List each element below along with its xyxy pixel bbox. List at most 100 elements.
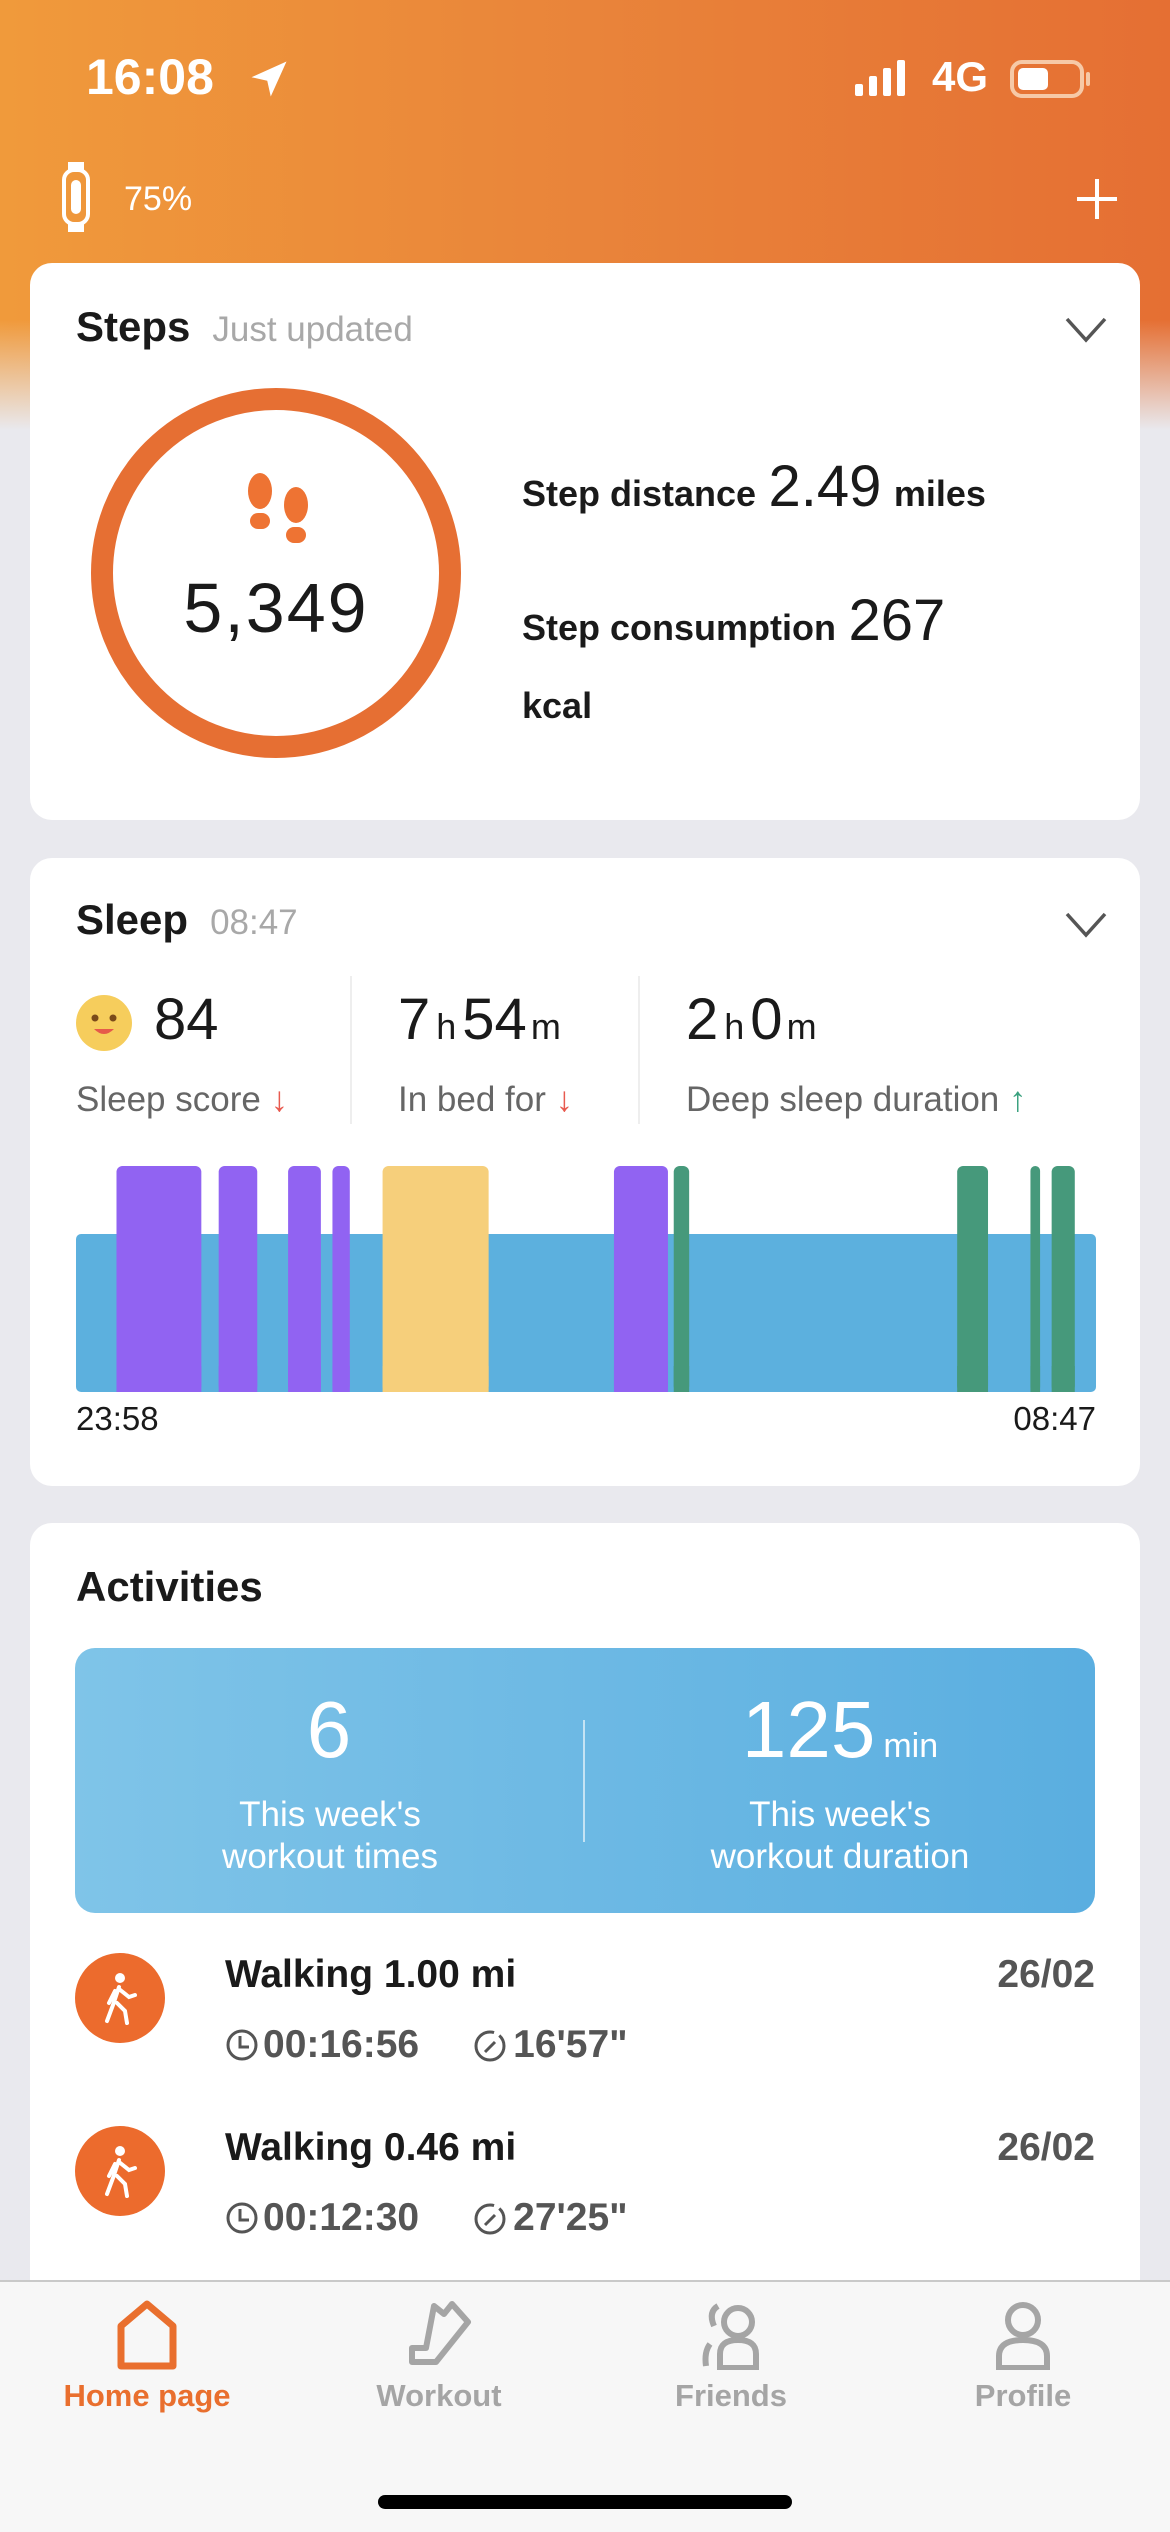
sleep-segment-base (288, 1366, 321, 1392)
sleep-segment (382, 1166, 489, 1392)
workout-duration-unit: min (883, 1727, 939, 1765)
activity-duration: 00:12:30 (263, 2196, 420, 2239)
add-button[interactable] (1075, 177, 1119, 221)
steps-card[interactable]: Steps Just updated 5,349 Step distance 2.… (30, 263, 1140, 820)
sleep-start-time: 23:58 (76, 1400, 159, 1437)
sleep-segment (673, 1166, 690, 1392)
distance-label: Step distance (522, 473, 757, 514)
sleep-segment-base (1030, 1366, 1041, 1392)
sleep-segment (332, 1166, 350, 1392)
divider (583, 1720, 585, 1842)
sleep-segment-base (116, 1366, 202, 1392)
nav-home[interactable]: Home page (27, 2300, 267, 2414)
activity-title: Walking 1.00 mi (225, 1953, 517, 1996)
footprints-icon (248, 473, 308, 543)
workout-times-label: This week's workout times (222, 1795, 438, 1876)
sleep-subtitle: 08:47 (210, 903, 298, 942)
nav-label: Friends (675, 2378, 787, 2413)
friends-icon (702, 2303, 759, 2371)
sleep-segment (1030, 1166, 1041, 1392)
chevron-down-icon[interactable] (1064, 910, 1108, 940)
sleep-segment (613, 1166, 668, 1392)
steps-subtitle: Just updated (212, 310, 413, 349)
nav-label: Workout (376, 2378, 502, 2413)
sleep-segment-base (218, 1366, 258, 1392)
activities-title: Activities (76, 1563, 263, 1610)
consumption-unit: kcal (522, 685, 593, 726)
sleep-segment-base (382, 1366, 489, 1392)
activity-duration: 00:16:56 (263, 2023, 420, 2066)
activity-date: 26/02 (997, 1953, 1095, 1996)
divider (638, 976, 640, 1124)
bottom-nav (0, 2280, 1170, 2532)
clock-icon (226, 2202, 258, 2234)
sleep-segment (1051, 1166, 1075, 1392)
deep-label: Deep sleep duration (686, 1080, 1000, 1119)
profile-icon (996, 2302, 1050, 2371)
consumption-label: Step consumption (522, 607, 836, 648)
nav-profile[interactable]: Profile (903, 2300, 1143, 2414)
sleep-segment (288, 1166, 321, 1392)
workout-duration-value: 125 (741, 1685, 876, 1774)
arrow-down-icon: ↓ (270, 1080, 289, 1119)
activities-card: Activities 6 This week's workout times 1… (30, 1523, 1140, 2343)
home-indicator (378, 2495, 792, 2509)
activity-title: Walking 0.46 mi (225, 2126, 517, 2169)
unit-h: h (724, 1006, 745, 1047)
pace-gauge-icon (474, 2030, 506, 2062)
sleep-segment-base (957, 1366, 989, 1392)
unit-m: m (530, 1006, 561, 1047)
sleep-card[interactable]: Sleep 08:47 84 Sleep score ↓ 7 h 54 m In bed… (30, 858, 1140, 1486)
activity-pace: 27'25" (513, 2196, 628, 2239)
nav-label: Profile (974, 2378, 1072, 2413)
sleep-segment-base (613, 1366, 668, 1392)
activity-item[interactable]: Walking 0.46 mi 26/02 00:12:30 27'25" (75, 2126, 1095, 2276)
home-icon (117, 2300, 177, 2370)
network-type: 4G (932, 53, 989, 100)
smiley-icon (76, 995, 132, 1051)
walking-icon (75, 2126, 165, 2216)
status-time: 16:08 (86, 49, 214, 105)
sleep-title: Sleep (76, 896, 189, 943)
unit-m: m (786, 1006, 817, 1047)
distance-value: 2.49 (768, 454, 882, 519)
device-battery: 75% (124, 180, 193, 218)
sleep-score-label: Sleep score (76, 1080, 261, 1119)
arrow-up-icon: ↑ (1009, 1080, 1027, 1119)
workout-duration-label: This week's workout duration (710, 1795, 970, 1876)
activity-date: 26/02 (997, 2126, 1095, 2169)
weekly-summary-banner[interactable]: 6 This week's workout times 125 min This … (75, 1648, 1095, 1913)
deep-minutes: 0 (750, 987, 783, 1052)
nav-friends[interactable]: Friends (611, 2300, 851, 2414)
arrow-down-icon: ↓ (555, 1080, 574, 1119)
unit-h: h (436, 1006, 457, 1047)
sleep-end-time: 08:47 (1013, 1400, 1096, 1437)
inbed-minutes: 54 (462, 987, 527, 1052)
sleep-chart (76, 1166, 1096, 1392)
divider (350, 976, 352, 1124)
sleep-segment-base (673, 1366, 690, 1392)
activity-pace: 16'57" (513, 2023, 628, 2066)
workout-times-value: 6 (306, 1685, 352, 1774)
sleep-segment-base (1051, 1366, 1075, 1392)
sleep-score: 84 (154, 987, 219, 1052)
inbed-label: In bed for (398, 1080, 546, 1119)
signal-icon (855, 60, 905, 96)
battery-icon (1010, 60, 1090, 98)
walking-icon (75, 1953, 165, 2043)
chevron-down-icon[interactable] (1064, 315, 1108, 345)
sleep-segment-base (332, 1366, 350, 1392)
sleep-segment (218, 1166, 258, 1392)
nav-label: Home page (63, 2378, 231, 2413)
steps-ring (91, 388, 461, 758)
sleep-segment (957, 1166, 989, 1392)
clock-icon (226, 2029, 258, 2061)
location-icon (251, 61, 287, 97)
activity-item[interactable]: Walking 1.00 mi 26/02 00:16:56 16'57" (75, 1953, 1095, 2103)
deep-hours: 2 (686, 987, 719, 1052)
sleep-segment (116, 1166, 202, 1392)
sleep-base-bar (76, 1234, 1096, 1392)
distance-unit: miles (893, 473, 986, 514)
nav-workout[interactable]: Workout (319, 2300, 559, 2414)
inbed-hours: 7 (398, 987, 431, 1052)
